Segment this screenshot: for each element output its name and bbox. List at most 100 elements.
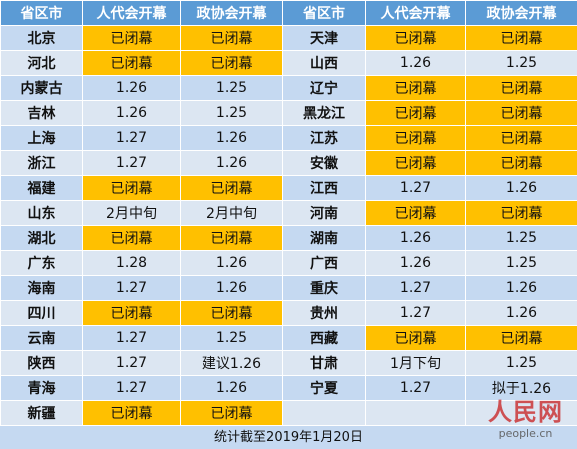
table-row: 新疆 已闭幕 已闭幕 <box>0 400 577 426</box>
province-cell: 浙江 <box>0 150 83 176</box>
province-cell: 山西 <box>282 50 366 76</box>
date-cell: 已闭幕 <box>82 25 181 51</box>
table-row: 海南 1.27 1.26 重庆 1.27 1.26 <box>0 275 577 301</box>
date-cell: 1.27 <box>365 300 466 326</box>
date-cell: 1.26 <box>465 175 577 201</box>
date-cell: 已闭幕 <box>82 175 181 201</box>
date-cell: 1.25 <box>465 225 577 251</box>
province-cell: 宁夏 <box>282 375 366 401</box>
province-cell: 湖北 <box>0 225 83 251</box>
date-cell: 1.27 <box>365 175 466 201</box>
date-cell: 1.27 <box>82 375 181 401</box>
date-cell: 已闭幕 <box>180 300 283 326</box>
date-cell: 已闭幕 <box>180 225 283 251</box>
date-cell: 已闭幕 <box>180 50 283 76</box>
header-cell: 省区市 <box>282 0 366 26</box>
date-cell: 1.26 <box>82 100 181 126</box>
province-cell: 陕西 <box>0 350 83 376</box>
table-row: 湖北 已闭幕 已闭幕 湖南 1.26 1.25 <box>0 225 577 251</box>
date-cell: 1.27 <box>82 275 181 301</box>
date-cell: 1.26 <box>465 300 577 326</box>
header-cell: 人代会开幕 <box>365 0 466 26</box>
date-cell: 1.26 <box>465 275 577 301</box>
date-cell: 1.25 <box>180 75 283 101</box>
province-cell: 西藏 <box>282 325 366 351</box>
header-cell: 政协会开幕 <box>180 0 283 26</box>
date-cell: 1.28 <box>82 250 181 276</box>
province-cell: 吉林 <box>0 100 83 126</box>
date-cell: 1.25 <box>465 50 577 76</box>
header-cell: 政协会开幕 <box>465 0 577 26</box>
table-row: 浙江 1.27 1.26 安徽 已闭幕 已闭幕 <box>0 150 577 176</box>
date-cell: 1.26 <box>180 375 283 401</box>
date-cell: 已闭幕 <box>365 200 466 226</box>
watermark-url: people.cn <box>498 427 553 440</box>
province-cell: 贵州 <box>282 300 366 326</box>
province-cell: 青海 <box>0 375 83 401</box>
date-cell: 已闭幕 <box>465 125 577 151</box>
date-cell: 拟于1.26 <box>465 375 577 401</box>
date-cell: 1.25 <box>180 325 283 351</box>
date-cell: 已闭幕 <box>365 125 466 151</box>
province-cell: 上海 <box>0 125 83 151</box>
table-row: 上海 1.27 1.26 江苏 已闭幕 已闭幕 <box>0 125 577 151</box>
province-cell: 甘肃 <box>282 350 366 376</box>
date-cell: 2月中旬 <box>180 200 283 226</box>
date-cell: 1.27 <box>365 275 466 301</box>
date-cell: 已闭幕 <box>465 75 577 101</box>
date-cell: 2月中旬 <box>82 200 181 226</box>
province-cell: 广东 <box>0 250 83 276</box>
table-row: 青海 1.27 1.26 宁夏 1.27 拟于1.26 <box>0 375 577 401</box>
date-cell: 已闭幕 <box>465 200 577 226</box>
province-cell: 江西 <box>282 175 366 201</box>
province-cell: 河北 <box>0 50 83 76</box>
province-cell: 新疆 <box>0 400 83 426</box>
table-row: 福建 已闭幕 已闭幕 江西 1.27 1.26 <box>0 175 577 201</box>
date-cell: 1.25 <box>465 250 577 276</box>
watermark-logo: 人民网 <box>488 397 563 426</box>
date-cell: 已闭幕 <box>465 325 577 351</box>
date-cell: 1.25 <box>180 100 283 126</box>
date-cell: 已闭幕 <box>82 400 181 426</box>
date-cell: 建议1.26 <box>180 350 283 376</box>
date-cell: 已闭幕 <box>82 300 181 326</box>
table-row: 吉林 1.26 1.25 黑龙江 已闭幕 已闭幕 <box>0 100 577 126</box>
province-cell: 山东 <box>0 200 83 226</box>
date-cell: 1.27 <box>82 125 181 151</box>
date-cell: 1.26 <box>180 150 283 176</box>
table-row: 云南 1.27 1.25 西藏 已闭幕 已闭幕 <box>0 325 577 351</box>
date-cell: 已闭幕 <box>82 225 181 251</box>
province-cell: 河南 <box>282 200 366 226</box>
province-cell: 四川 <box>0 300 83 326</box>
province-cell: 湖南 <box>282 225 366 251</box>
province-cell: 重庆 <box>282 275 366 301</box>
table-row: 山东 2月中旬 2月中旬 河南 已闭幕 已闭幕 <box>0 200 577 226</box>
province-cell: 内蒙古 <box>0 75 83 101</box>
date-cell: 1.26 <box>365 225 466 251</box>
date-cell: 已闭幕 <box>365 75 466 101</box>
province-cell: 福建 <box>0 175 83 201</box>
empty-cell <box>365 400 466 426</box>
date-cell: 已闭幕 <box>365 100 466 126</box>
date-cell: 已闭幕 <box>180 25 283 51</box>
table-row: 四川 已闭幕 已闭幕 贵州 1.27 1.26 <box>0 300 577 326</box>
header-cell: 人代会开幕 <box>82 0 181 26</box>
province-cell: 天津 <box>282 25 366 51</box>
date-cell: 1.26 <box>82 75 181 101</box>
province-cell: 广西 <box>282 250 366 276</box>
date-cell: 已闭幕 <box>180 400 283 426</box>
table-row: 河北 已闭幕 已闭幕 山西 1.26 1.25 <box>0 50 577 76</box>
empty-cell <box>465 400 577 426</box>
province-cell: 海南 <box>0 275 83 301</box>
table-row: 陕西 1.27 建议1.26 甘肃 1月下旬 1.25 <box>0 350 577 376</box>
footer-note: 统计截至2019年1月20日 <box>0 426 577 449</box>
date-cell: 1.27 <box>82 325 181 351</box>
date-cell: 1.26 <box>180 275 283 301</box>
province-cell: 北京 <box>0 25 83 51</box>
watermark: 人民网 people.cn <box>488 392 563 440</box>
empty-cell <box>282 400 366 426</box>
date-cell: 1.25 <box>465 350 577 376</box>
table-row: 广东 1.28 1.26 广西 1.26 1.25 <box>0 250 577 276</box>
date-cell: 已闭幕 <box>465 100 577 126</box>
